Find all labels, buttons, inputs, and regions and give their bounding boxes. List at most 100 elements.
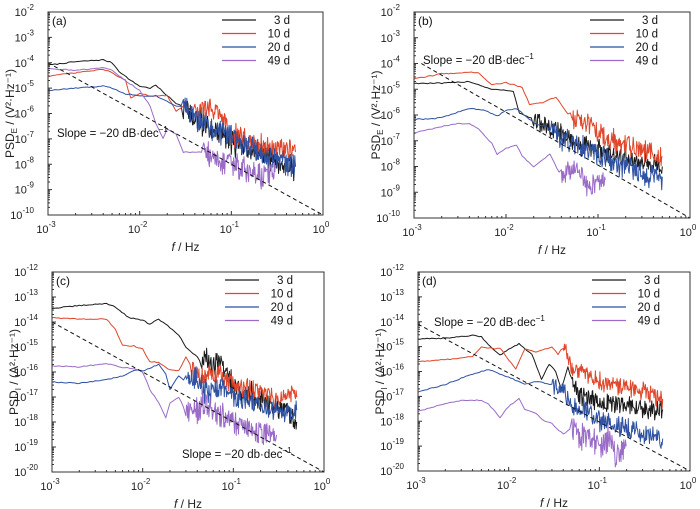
panel-a: 10-3 10-2 10-1 10010-1010-910-810-710-610-5… [3, 3, 330, 254]
series-line-3d [52, 302, 298, 430]
legend-entry-label: 3 d [644, 275, 660, 287]
slope-annotation: Slope = −20 dB·dec−1 [423, 52, 534, 67]
y-tick-label: 10-6 [381, 106, 401, 122]
x-tick-label: 10-1 [588, 476, 608, 492]
series-line-20d [48, 85, 296, 178]
x-tick-label: 100 [313, 220, 330, 236]
y-tick-label: 10-8 [15, 155, 35, 171]
legend-entry-label: 20 d [271, 302, 293, 314]
slope-annotation: Slope = −20 db·dec−1 [182, 446, 292, 461]
x-tick-label: 10-3 [402, 223, 422, 239]
legend-entry-label: 20 d [638, 302, 660, 314]
y-tick-label: 10-9 [15, 181, 35, 197]
y-tick-label: 10-14 [380, 313, 404, 329]
x-axis-label: f / Hz [538, 243, 566, 257]
series-line-3d [414, 80, 663, 174]
x-axis-label: f / Hz [171, 240, 199, 254]
legend-entry-label: 10 d [638, 289, 660, 301]
legend-entry-label: 49 d [271, 316, 293, 328]
legend-entry-label: 49 d [638, 316, 660, 328]
y-tick-label: 10-5 [15, 79, 35, 95]
legend-entry-label: 3 d [277, 275, 293, 287]
y-tick-label: 10-2 [381, 3, 401, 19]
y-tick-label: 10-19 [14, 438, 38, 454]
series-line-49d [414, 122, 606, 197]
legend-entry-label: 10 d [271, 289, 293, 301]
y-tick-label: 10-4 [381, 55, 401, 71]
series-line-10d [418, 343, 664, 410]
slope-reference-line [51, 321, 325, 473]
panel-label: (a) [52, 14, 67, 28]
y-tick-label: 10-6 [15, 105, 35, 121]
x-tick-label: 10-2 [494, 223, 514, 239]
slope-annotation: Slope = −20 dB·dec−1 [57, 125, 168, 140]
slope-reference-line [421, 63, 691, 219]
y-tick-label: 10-2 [15, 3, 35, 19]
legend-entry-label: 10 d [636, 29, 658, 41]
y-axis-label: PSDI / (A²·Hz⁻¹) [7, 329, 23, 415]
series-line-3d [418, 334, 664, 421]
y-tick-label: 10-20 [380, 462, 404, 478]
series-line-20d [52, 363, 298, 423]
legend: 3 d 10 d20 d 49 d [225, 275, 293, 328]
legend-entry-label: 49 d [268, 56, 290, 68]
panel-c: 10-3 10-2 10-1 10010-2010-1910-1810-1710-16… [7, 263, 331, 509]
y-tick-label: 10-9 [381, 183, 401, 199]
x-tick-label: 10-3 [36, 220, 56, 236]
slope-reference-line [417, 323, 691, 472]
x-tick-label: 10-2 [128, 220, 148, 236]
x-axis-label: f / Hz [174, 497, 202, 509]
x-tick-label: 10-2 [131, 477, 151, 493]
series-line-49d [418, 397, 627, 468]
legend: 3 d 10 d20 d 49 d [222, 15, 290, 68]
y-tick-label: 10-8 [381, 158, 401, 174]
panel-label: (b) [418, 14, 433, 28]
series-line-10d [52, 317, 298, 408]
y-axis-label: PSDE / (V²·Hz⁻¹) [369, 70, 385, 159]
panel-label: (c) [56, 274, 70, 288]
series-line-10d [414, 71, 663, 167]
x-tick-label: 100 [680, 476, 697, 492]
x-tick-label: 10-3 [40, 477, 60, 493]
legend-entry-label: 3 d [274, 15, 290, 27]
series-line-10d [48, 68, 296, 159]
y-axis-label: PSDI / (A²·Hz⁻¹) [373, 329, 389, 415]
series-line-49d [48, 67, 276, 190]
y-tick-label: 10-4 [15, 54, 35, 70]
y-tick-label: 10-3 [15, 28, 35, 44]
legend-entry-label: 20 d [268, 42, 290, 54]
y-tick-label: 10-10 [376, 209, 400, 225]
x-axis-label: f / Hz [540, 496, 568, 509]
y-tick-label: 10-3 [381, 29, 401, 45]
x-tick-label: 10-1 [586, 223, 606, 239]
x-tick-label: 100 [680, 223, 697, 239]
y-tick-label: 10-19 [380, 437, 404, 453]
series-group [48, 59, 296, 190]
series-group [414, 71, 663, 197]
y-tick-label: 10-20 [14, 463, 38, 479]
series-group [418, 334, 664, 468]
y-tick-label: 10-12 [14, 263, 38, 279]
x-tick-label: 10-1 [222, 477, 242, 493]
y-tick-label: 10-13 [14, 288, 38, 304]
panel-d: 10-3 10-2 10-1 10010-2010-1910-1810-1710-16… [373, 263, 697, 509]
series-line-3d [48, 59, 296, 182]
panel-b: 10-3 10-2 10-1 10010-1010-910-810-710-610-5… [369, 3, 697, 257]
y-tick-label: 10-14 [14, 313, 38, 329]
legend-entry-label: 3 d [642, 15, 658, 27]
legend-entry-label: 20 d [636, 42, 658, 54]
slope-reference-line [47, 62, 324, 216]
x-tick-label: 10-3 [406, 476, 426, 492]
legend: 3 d 10 d20 d 49 d [592, 275, 660, 328]
x-tick-label: 10-2 [497, 476, 517, 492]
series-line-20d [414, 108, 663, 191]
legend-entry-label: 10 d [268, 29, 290, 41]
x-tick-label: 10-1 [220, 220, 240, 236]
y-tick-label: 10-13 [380, 288, 404, 304]
legend: 3 d 10 d20 d 49 d [590, 15, 658, 68]
y-tick-label: 10-10 [10, 206, 34, 222]
legend-entry-label: 49 d [636, 56, 658, 68]
x-tick-label: 100 [314, 477, 331, 493]
series-line-20d [418, 369, 664, 449]
